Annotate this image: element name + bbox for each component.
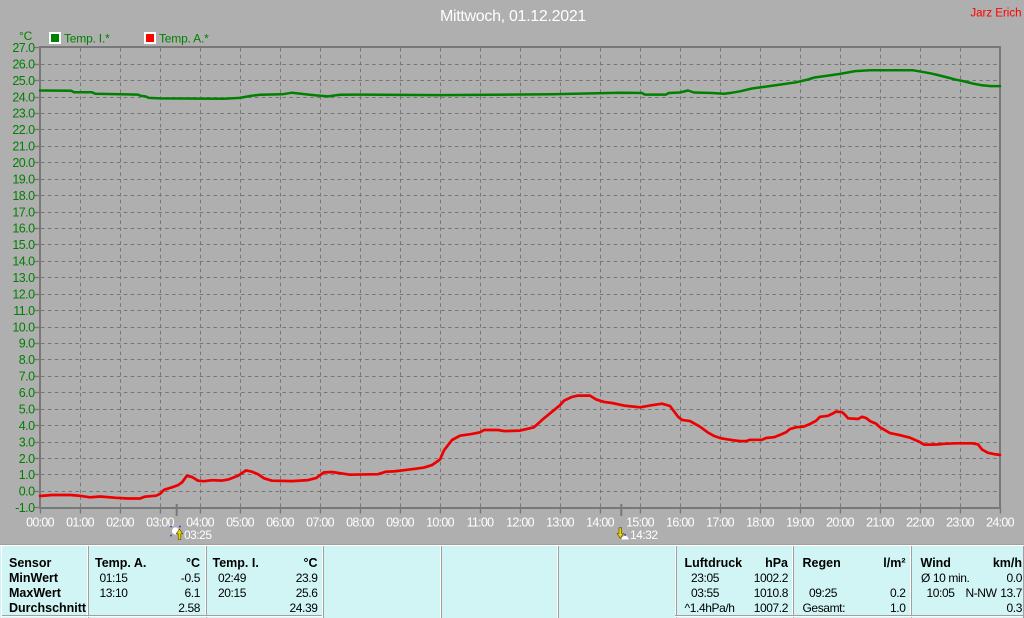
svg-text:Temp. I.*: Temp. I.* [64,32,110,46]
svg-text:07:00: 07:00 [306,516,335,530]
svg-text:9.0: 9.0 [19,337,35,351]
svg-text:24.0: 24.0 [12,90,35,104]
svg-text:03:00: 03:00 [146,516,175,530]
svg-text:15.0: 15.0 [12,238,35,252]
svg-text:15:00: 15:00 [626,516,655,530]
svg-text:23:00: 23:00 [946,516,975,530]
svg-text:18:00: 18:00 [746,516,775,530]
svg-text:24:00: 24:00 [986,516,1015,530]
svg-text:19.0: 19.0 [12,172,35,186]
svg-text:Temp. A.*: Temp. A.* [159,32,209,46]
svg-text:26.0: 26.0 [12,57,35,71]
svg-text:09:00: 09:00 [386,516,415,530]
svg-text:11:00: 11:00 [467,516,495,530]
svg-text:01:00: 01:00 [66,516,95,530]
svg-text:17:00: 17:00 [706,516,735,530]
svg-text:23.0: 23.0 [12,107,35,121]
svg-text:8.0: 8.0 [19,353,35,367]
svg-text:12:00: 12:00 [506,516,535,530]
svg-text:3.0: 3.0 [19,435,35,449]
svg-text:05:00: 05:00 [226,516,255,530]
svg-text:02:00: 02:00 [106,516,135,530]
svg-text:03:25: 03:25 [184,528,212,542]
svg-text:22:00: 22:00 [906,516,935,530]
svg-text:°C: °C [19,29,33,43]
svg-text:20:00: 20:00 [826,516,855,530]
svg-text:Jarz Erich: Jarz Erich [970,8,1021,20]
svg-text:27.0: 27.0 [12,41,35,55]
svg-text:25.0: 25.0 [12,74,35,88]
svg-text:-1.0: -1.0 [15,501,35,515]
svg-text:5.0: 5.0 [19,403,35,417]
svg-text:14.0: 14.0 [12,255,35,269]
svg-text:13.0: 13.0 [12,271,35,285]
svg-text:14:32: 14:32 [630,528,658,542]
svg-text:19:00: 19:00 [786,516,815,530]
svg-text:06:00: 06:00 [266,516,295,530]
svg-text:14:00: 14:00 [586,516,615,530]
svg-text:2.0: 2.0 [19,452,35,466]
svg-text:16.0: 16.0 [12,222,35,236]
svg-text:04:00: 04:00 [186,516,215,530]
svg-text:4.0: 4.0 [19,419,35,433]
svg-text:17.0: 17.0 [12,205,35,219]
svg-text:6.0: 6.0 [19,386,35,400]
svg-text:16:00: 16:00 [666,516,695,530]
svg-text:1.0: 1.0 [19,468,35,482]
svg-text:00:00: 00:00 [26,516,55,530]
svg-text:21.0: 21.0 [12,140,35,154]
svg-text:18.0: 18.0 [12,189,35,203]
svg-text:10:00: 10:00 [426,516,455,530]
svg-text:0.0: 0.0 [19,485,35,499]
svg-text:11.0: 11.0 [13,304,35,318]
svg-text:12.0: 12.0 [12,287,35,301]
svg-text:21:00: 21:00 [866,516,895,530]
svg-text:Mittwoch, 01.12.2021: Mittwoch, 01.12.2021 [440,8,586,25]
svg-text:08:00: 08:00 [346,516,375,530]
svg-text:20.0: 20.0 [12,156,35,170]
svg-text:7.0: 7.0 [19,370,35,384]
svg-text:10.0: 10.0 [12,320,35,334]
svg-text:13:00: 13:00 [546,516,575,530]
svg-text:22.0: 22.0 [12,123,35,137]
